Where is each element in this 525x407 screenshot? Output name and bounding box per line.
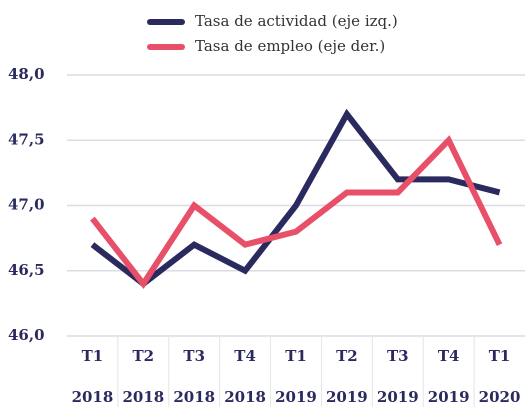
y-tick-label: 46,0 [8,326,45,344]
x-tick-label: T4 [438,347,460,365]
x-tick-label: T1 [489,347,511,365]
x-tick-label: 2018 [122,388,164,406]
x-tick-label: T1 [82,347,104,365]
series-line [90,108,501,288]
x-tick-label: 2018 [173,388,215,406]
x-tick-label: 2019 [326,388,368,406]
x-tick-label: T4 [234,347,256,365]
x-tick-label: 2018 [224,388,266,406]
x-tick-label: T2 [133,347,155,365]
y-tick-label: 47,5 [8,130,45,148]
x-tick-label: T3 [387,347,409,365]
x-tick-label: T1 [285,347,307,365]
x-tick-label: 2019 [275,388,317,406]
x-tick-label: T3 [183,347,205,365]
legend-label: Tasa de actividad (eje izq.) [195,12,398,30]
x-tick-label: 2020 [479,388,521,406]
x-tick-label: 2018 [72,388,114,406]
legend-label: Tasa de empleo (eje der.) [195,37,385,55]
y-tick-label: 48,0 [8,65,45,83]
series-line [90,135,503,289]
x-tick-label: 2019 [377,388,419,406]
y-tick-label: 46,5 [8,261,45,279]
x-tick-label: T2 [336,347,358,365]
y-tick-label: 47,0 [8,196,45,214]
x-tick-label: 2019 [428,388,470,406]
